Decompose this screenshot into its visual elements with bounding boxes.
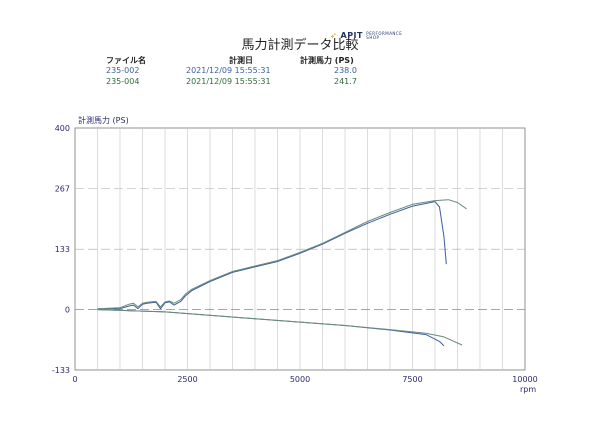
- x-tick-label: 5000: [290, 375, 310, 384]
- series-1-power-line: [97, 201, 447, 310]
- x-axis-label: rpm: [520, 385, 536, 394]
- series-1-loss-line: [97, 309, 445, 347]
- y-axis-label: 計測馬力 (PS): [78, 115, 129, 125]
- logo-main: APIT: [340, 31, 363, 40]
- logo-mark-icon: ➶: [330, 31, 338, 40]
- column-header-date: 計測日: [229, 56, 253, 65]
- y-ticks: 400 267 133 0 -133: [52, 124, 70, 375]
- row-2-power: 241.7: [334, 77, 357, 86]
- x-tick-label: 0: [72, 375, 77, 384]
- y-tick-label: 133: [55, 245, 70, 254]
- x-tick-label: 10000: [512, 375, 537, 384]
- x-ticks: 0 2500 5000 7500 10000: [72, 375, 537, 384]
- row-2-date: 2021/12/09 15:55:31: [186, 77, 271, 86]
- page-title: 馬力計測データ比較: [241, 38, 359, 53]
- y-tick-label: 0: [65, 306, 70, 315]
- y-tick-label: 267: [55, 184, 70, 193]
- x-tick-label: 2500: [177, 375, 197, 384]
- row-1-file: 235-002: [106, 66, 140, 75]
- grid: [75, 128, 525, 370]
- y-tick-label: -133: [52, 366, 70, 375]
- column-header-power: 計測馬力 (PS): [300, 56, 354, 65]
- apit-logo: ➶ APIT PERFORMANCE SHOP: [330, 30, 403, 40]
- x-tick-label: 7500: [402, 375, 422, 384]
- logo-sub: PERFORMANCE SHOP: [366, 30, 403, 40]
- series-2-loss-line: [97, 309, 463, 346]
- series-2-power-line: [97, 199, 467, 310]
- row-1-date: 2021/12/09 15:55:31: [186, 66, 271, 75]
- y-tick-label: 400: [55, 124, 70, 133]
- row-2-file: 235-004: [106, 77, 140, 86]
- column-header-file: ファイル名: [106, 56, 146, 65]
- series-group: [97, 199, 467, 347]
- row-1-power: 238.0: [334, 66, 357, 75]
